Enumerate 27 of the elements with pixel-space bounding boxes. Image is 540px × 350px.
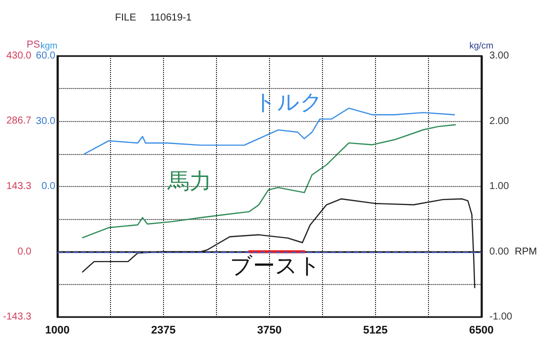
series-label: トルク <box>254 90 324 116</box>
y2-tick-label: 3.00 <box>489 50 510 62</box>
y2-tick-label: 1.00 <box>489 181 510 192</box>
x-tick-label: 1000 <box>45 324 70 336</box>
x-tick-label: 2375 <box>151 324 176 336</box>
x-axis-title: RPM <box>514 246 538 258</box>
y2-tick-label: -1.00 <box>489 312 513 322</box>
y-tick-label: -143.3 <box>2 312 32 322</box>
chart-title: FILE 110619-1 <box>115 12 192 24</box>
y-tick-label: 430.0 <box>6 50 32 62</box>
series-label: ブースト <box>230 254 321 280</box>
y2-tick-label: 2.00 <box>489 116 510 127</box>
y2-axis-title: kg/cm <box>469 40 494 50</box>
y-tick-label: 286.7 <box>6 116 32 127</box>
y3-tick-label: 30.0 <box>36 116 56 127</box>
y3-tick-label: 60.0 <box>36 50 56 62</box>
y2-tick-label: 0.00 <box>489 246 510 258</box>
x-tick-label: 5125 <box>363 324 388 336</box>
y3-tick-label: 0.0 <box>41 181 56 192</box>
series-label: 馬力 <box>166 169 212 194</box>
x-tick-label: 3750 <box>257 324 282 336</box>
x-tick-label: 6500 <box>469 324 494 336</box>
y-tick-label: 0.0 <box>17 246 32 258</box>
y3-axis-title: kgm <box>40 40 58 50</box>
line-series <box>82 124 456 238</box>
y-axis-title: PS <box>26 40 40 50</box>
y-tick-label: 143.3 <box>6 181 32 192</box>
